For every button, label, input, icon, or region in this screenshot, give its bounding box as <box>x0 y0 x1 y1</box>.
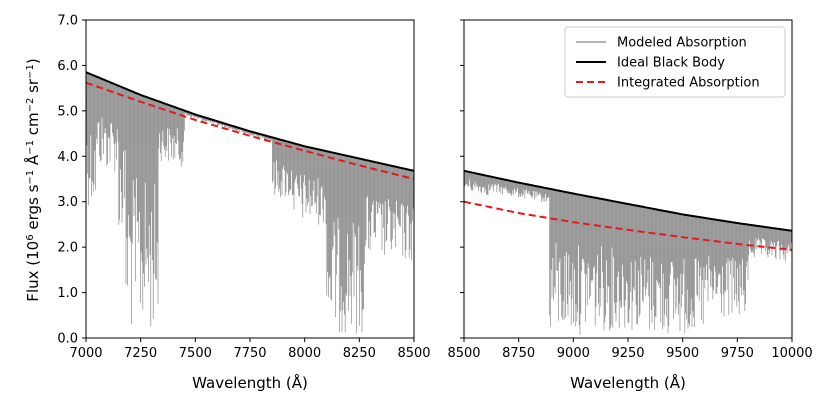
x-tick-label: 9250 <box>611 346 644 361</box>
legend: Modeled Absorption Ideal Black Body Inte… <box>564 26 786 98</box>
x-tick-label: 9500 <box>666 346 699 361</box>
y-label-part: Å <box>23 154 42 170</box>
x-tick-label: 8750 <box>502 346 535 361</box>
y-tick-label: 4.0 <box>57 150 78 165</box>
y-label-part: Flux (10 <box>24 241 42 302</box>
x-tick-label: 9750 <box>721 346 754 361</box>
y-label-exp: −1 <box>25 170 36 185</box>
y-label-exp: −1 <box>25 64 36 79</box>
y-label-part: sr <box>24 78 42 98</box>
y-tick-label: 3.0 <box>57 195 78 210</box>
absorption-spectrum <box>464 170 792 335</box>
y-label-exp: −2 <box>25 98 36 113</box>
left-axes-frame <box>85 19 415 339</box>
x-tick-label: 10000 <box>771 346 812 361</box>
legend-label-modeled: Modeled Absorption <box>617 36 747 51</box>
x-tick-label: 7750 <box>233 346 266 361</box>
y-tick-label: 2.0 <box>57 241 78 256</box>
legend-label-black-body: Ideal Black Body <box>617 56 725 71</box>
y-label-part: ) <box>24 58 42 64</box>
right-x-ticks: 8500 8750 9000 9250 9500 9750 10000 <box>447 338 813 361</box>
y-tick-label: 6.0 <box>57 59 78 74</box>
x-tick-label: 7000 <box>69 346 102 361</box>
x-tick-label: 8500 <box>397 346 430 361</box>
x-axis-label-left: Wavelength (Å) <box>192 373 308 392</box>
y-tick-label: 0.0 <box>57 332 78 347</box>
left-integrated-absorption-line <box>86 81 414 180</box>
y-tick-label: 1.0 <box>57 286 78 301</box>
y-tick-label: 7.0 <box>57 14 78 29</box>
y-axis-label: Flux (106 ergs s−1 Å−1 cm−2 sr−1) <box>23 58 42 301</box>
x-axis-label-right: Wavelength (Å) <box>570 373 686 392</box>
x-tick-label: 8000 <box>288 346 321 361</box>
right-integrated-absorption-line <box>464 200 792 251</box>
left-y-ticks: 0.0 1.0 2.0 3.0 4.0 5.0 6.0 7.0 <box>57 14 86 347</box>
right-modeled-absorption <box>464 170 792 335</box>
y-tick-label: 5.0 <box>57 104 78 119</box>
y-label-part: cm <box>24 112 42 140</box>
right-panel: 8500 8750 9000 9250 9500 9750 10000 <box>447 19 813 361</box>
right-black-body-line <box>464 169 792 232</box>
x-tick-label: 7250 <box>124 346 157 361</box>
legend-box <box>564 26 786 98</box>
right-y-ticks <box>460 19 464 339</box>
absorption-spectrum <box>86 72 414 334</box>
x-tick-label: 8250 <box>343 346 376 361</box>
left-black-body-line <box>86 71 414 172</box>
left-panel: 7000 7250 7500 7750 8000 8250 8500 0.0 1.0 2.0 3.… <box>57 14 430 362</box>
x-tick-label: 7500 <box>179 346 212 361</box>
y-label-exp: 6 <box>25 234 36 240</box>
y-label-exp: −1 <box>25 140 36 155</box>
y-label-part: ergs s <box>24 184 42 234</box>
x-tick-label: 9000 <box>557 346 590 361</box>
x-tick-label: 8500 <box>447 346 480 361</box>
legend-label-integrated: Integrated Absorption <box>617 76 760 91</box>
left-modeled-absorption <box>86 72 414 334</box>
left-x-ticks: 7000 7250 7500 7750 8000 8250 8500 <box>69 338 431 361</box>
